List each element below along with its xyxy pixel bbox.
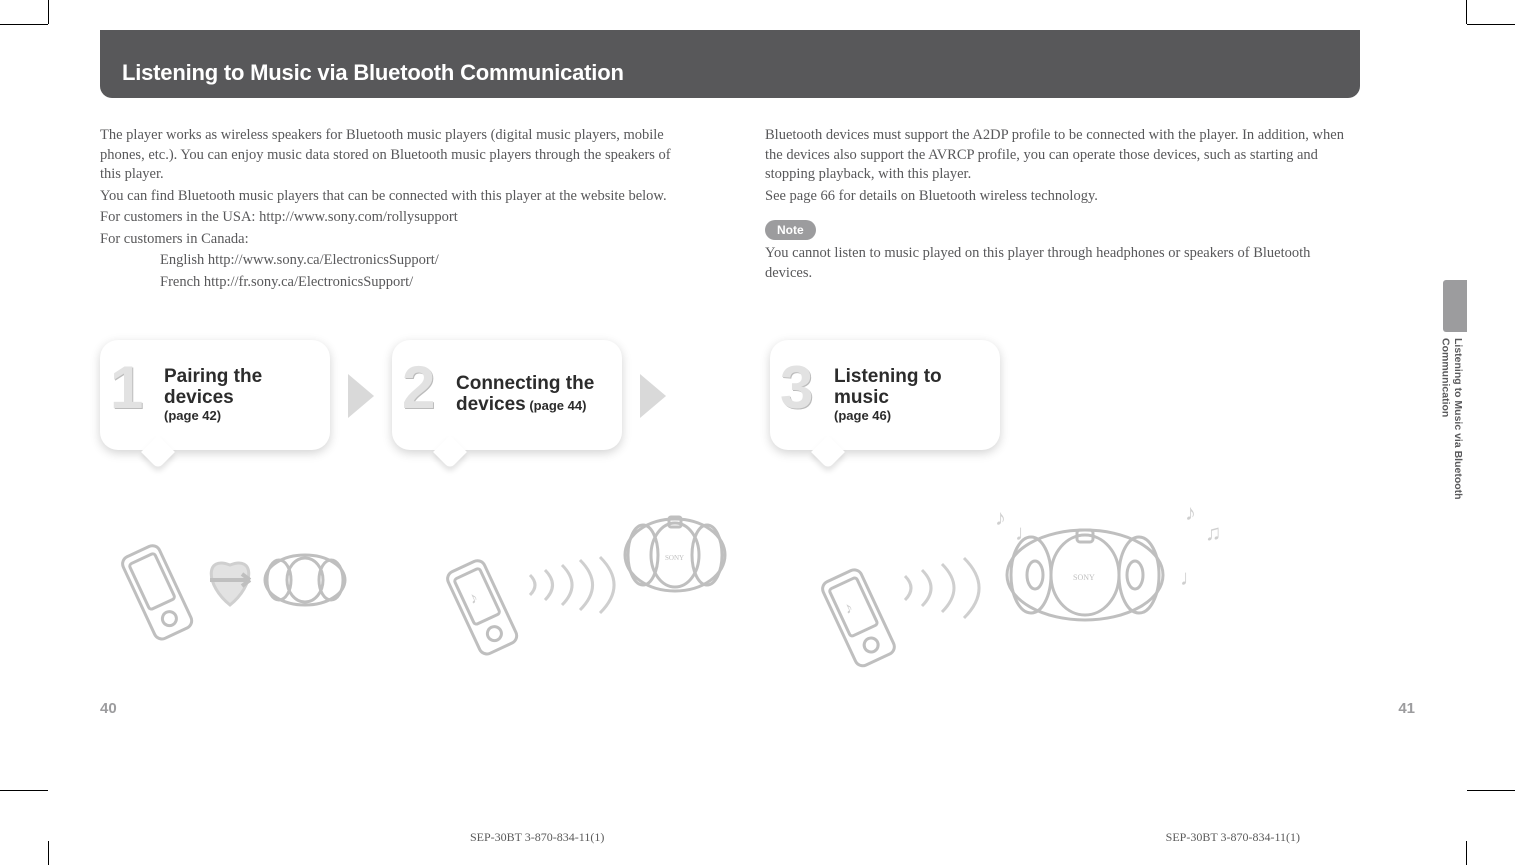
paragraph: English http://www.sony.ca/ElectronicsSu… — [100, 251, 695, 271]
svg-text:♩: ♩ — [1015, 520, 1037, 545]
step-subtitle: (page 46) — [834, 408, 984, 423]
side-tab-label: Listening to Music via Bluetooth Communi… — [1439, 338, 1464, 532]
page-number-left: 40 — [100, 700, 117, 717]
arrow-icon — [640, 374, 666, 418]
crop-mark — [1467, 24, 1515, 25]
svg-text:SONY: SONY — [665, 554, 684, 562]
step-number: 3 — [780, 358, 813, 418]
left-column: The player works as wireless speakers fo… — [100, 126, 695, 295]
crop-mark — [1466, 0, 1467, 24]
paragraph: The player works as wireless speakers fo… — [100, 126, 695, 185]
step-bubble-2: 2 Connecting the devices (page 44) — [392, 340, 622, 450]
footer-left: SEP-30BT 3-870-834-11(1) — [470, 830, 604, 845]
svg-text:♪: ♪ — [1185, 500, 1196, 525]
step-title: Pairing the devices — [164, 367, 314, 409]
page-number-right: 41 — [1398, 700, 1415, 717]
svg-text:SONY: SONY — [1073, 573, 1095, 582]
side-tab: Listening to Music via Bluetooth Communi… — [1439, 280, 1467, 480]
paragraph: For customers in Canada: — [100, 230, 695, 250]
pairing-illustration — [100, 520, 360, 660]
note-text: You cannot listen to music played on thi… — [765, 244, 1360, 283]
step-bubble-1: 1 Pairing the devices (page 42) — [100, 340, 330, 450]
svg-text:♪: ♪ — [995, 505, 1006, 530]
steps-row: 1 Pairing the devices (page 42) 2 Connec… — [100, 340, 1000, 450]
step-subtitle: (page 42) — [164, 408, 314, 423]
crop-mark — [1466, 841, 1467, 865]
section-title-bar: Listening to Music via Bluetooth Communi… — [100, 30, 1360, 98]
arrow-icon — [348, 374, 374, 418]
note-label: Note — [765, 220, 816, 240]
side-tab-block — [1443, 280, 1467, 332]
crop-mark — [0, 24, 48, 25]
step-bubble-3: 3 Listening to music (page 46) — [770, 340, 1000, 450]
paragraph: Bluetooth devices must support the A2DP … — [765, 126, 1360, 185]
connecting-illustration: ♪ SONY — [420, 500, 740, 670]
crop-mark — [48, 0, 49, 24]
svg-text:♩: ♩ — [1180, 565, 1202, 590]
section-title: Listening to Music via Bluetooth Communi… — [122, 60, 1338, 86]
crop-mark — [1467, 790, 1515, 791]
step-title: Connecting the devices (page 44) — [456, 374, 606, 416]
illustration-row: ♪ SONY — [100, 480, 1360, 690]
footer-right: SEP-30BT 3-870-834-11(1) — [1166, 830, 1300, 845]
step-number: 2 — [402, 358, 435, 418]
paragraph: See page 66 for details on Bluetooth wir… — [765, 187, 1360, 207]
listening-illustration: ♪ SONY ♪ ♩ ♪ — [800, 490, 1240, 680]
crop-mark — [48, 841, 49, 865]
paragraph: French http://fr.sony.ca/ElectronicsSupp… — [100, 273, 695, 293]
step-title: Listening to music — [834, 367, 984, 409]
step-number: 1 — [110, 358, 143, 418]
svg-text:♫: ♫ — [1205, 520, 1222, 545]
paragraph: For customers in the USA: http://www.son… — [100, 208, 695, 228]
paragraph: You can find Bluetooth music players tha… — [100, 187, 695, 207]
right-column: Bluetooth devices must support the A2DP … — [765, 126, 1360, 295]
crop-mark — [0, 790, 48, 791]
